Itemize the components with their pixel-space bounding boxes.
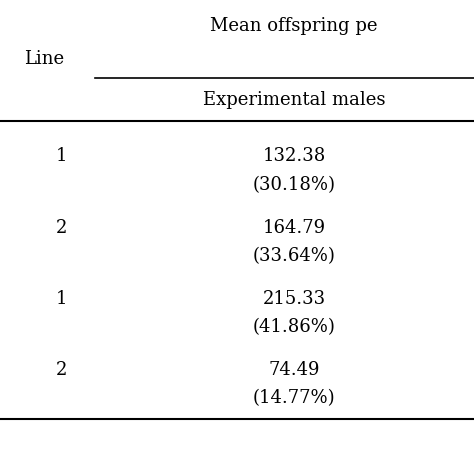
Text: Line: Line	[24, 50, 64, 68]
Text: 215.33: 215.33	[262, 290, 326, 308]
Text: 132.38: 132.38	[262, 147, 326, 165]
Text: 2: 2	[56, 219, 67, 237]
Text: 2: 2	[56, 361, 67, 379]
Text: Mean offspring pe: Mean offspring pe	[210, 17, 378, 35]
Text: Experimental males: Experimental males	[202, 91, 385, 109]
Text: 164.79: 164.79	[262, 219, 326, 237]
Text: 1: 1	[56, 147, 67, 165]
Text: 74.49: 74.49	[268, 361, 319, 379]
Text: (41.86%): (41.86%)	[253, 318, 335, 336]
Text: 1: 1	[56, 290, 67, 308]
Text: (30.18%): (30.18%)	[252, 176, 336, 194]
Text: (33.64%): (33.64%)	[253, 247, 335, 265]
Text: (14.77%): (14.77%)	[253, 389, 335, 407]
